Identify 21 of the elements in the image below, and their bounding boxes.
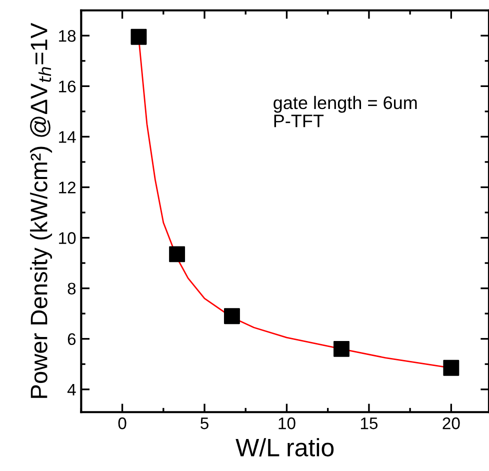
x-tick-label: 20 (442, 417, 460, 430)
point (334, 340, 350, 357)
point (224, 308, 240, 324)
point (443, 360, 460, 376)
y-tick-label: 18 (59, 30, 76, 42)
x-axis-title: W/L ratio (236, 438, 334, 456)
y-tick-label: 8 (68, 282, 76, 295)
y-tick-label: 4 (67, 384, 76, 396)
y-axis-title: Power Density (kW/cm²) @ΔV$_{th}$=1V (30, 22, 52, 398)
x-tick-label: 0 (118, 417, 126, 430)
y-tick-label: 16 (59, 80, 76, 92)
point (130, 28, 147, 45)
y-tick-label: 14 (59, 131, 76, 143)
y-tick-label: 12 (59, 182, 76, 194)
y-tick-label: 6 (68, 333, 76, 346)
x-tick-label: 10 (278, 417, 296, 430)
x-tick-label: 15 (360, 418, 378, 430)
y-tick-label: 10 (59, 232, 76, 244)
x-tick-label: 5 (200, 418, 208, 430)
annotation: gate length = 6um P-TFT (274, 96, 417, 128)
point (169, 246, 186, 262)
